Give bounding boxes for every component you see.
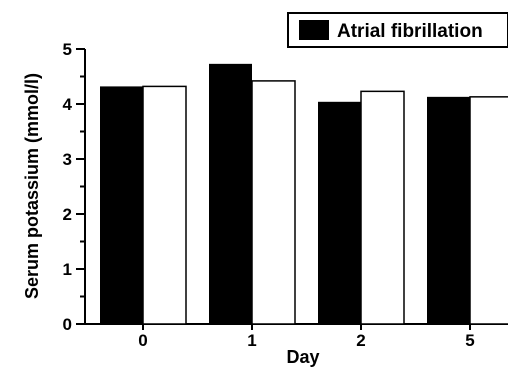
y-tick-label: 1 — [63, 260, 72, 279]
legend-label: Atrial fibrillation — [337, 21, 483, 42]
legend-swatch — [299, 20, 329, 40]
y-tick-label: 5 — [63, 40, 72, 59]
bar-solid — [209, 63, 252, 324]
y-tick-label: 4 — [63, 95, 73, 114]
bar-solid — [318, 101, 361, 324]
x-ticks: 0 1 2 5 — [138, 324, 475, 350]
bar-solid — [100, 86, 143, 325]
bar-outline — [469, 96, 508, 325]
x-tick-label: 5 — [465, 331, 474, 350]
bar-outline — [142, 85, 187, 325]
y-axis: 0 1 2 3 4 5 Serum potassium (mmol/l) — [22, 40, 86, 334]
y-tick-label: 3 — [63, 150, 72, 169]
x-tick-label: 0 — [138, 331, 147, 350]
x-tick-label: 1 — [247, 331, 256, 350]
bar-outline — [251, 80, 296, 325]
bars — [100, 63, 508, 325]
y-tick-label: 0 — [63, 315, 72, 334]
y-ticks: 0 1 2 3 4 5 — [63, 40, 85, 334]
legend: Atrial fibrillation — [287, 12, 508, 48]
bar-solid — [427, 96, 470, 324]
x-axis-title: Day — [286, 347, 319, 367]
x-axis: 0 1 2 5 Day — [85, 323, 508, 367]
x-tick-label: 2 — [356, 331, 365, 350]
bar-outline — [360, 90, 405, 325]
y-axis-title: Serum potassium (mmol/l) — [22, 73, 42, 299]
y-tick-label: 2 — [63, 205, 72, 224]
